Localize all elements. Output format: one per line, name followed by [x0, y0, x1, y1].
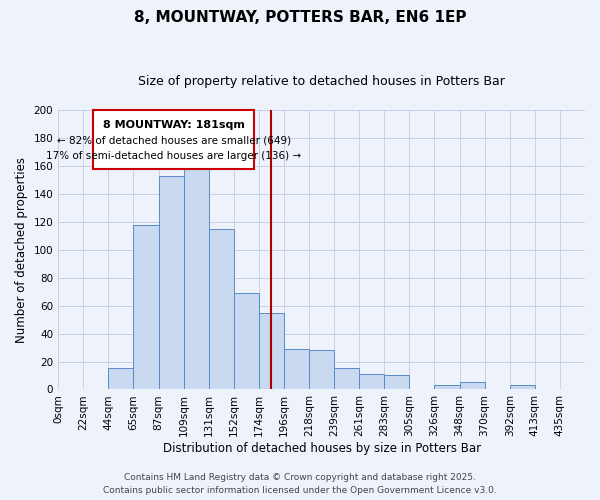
- Bar: [109, 368, 133, 390]
- X-axis label: Distribution of detached houses by size in Potters Bar: Distribution of detached houses by size …: [163, 442, 481, 455]
- Bar: [334, 368, 359, 390]
- Text: 8 MOUNTWAY: 181sqm: 8 MOUNTWAY: 181sqm: [103, 120, 245, 130]
- Text: ← 82% of detached houses are smaller (649): ← 82% of detached houses are smaller (64…: [56, 135, 290, 145]
- Bar: [510, 386, 535, 390]
- Bar: [133, 224, 158, 390]
- Bar: [309, 350, 334, 390]
- Bar: [234, 293, 259, 390]
- Bar: [434, 386, 460, 390]
- Y-axis label: Number of detached properties: Number of detached properties: [15, 156, 28, 342]
- Bar: [385, 376, 409, 390]
- Bar: [158, 176, 184, 390]
- Text: 17% of semi-detached houses are larger (136) →: 17% of semi-detached houses are larger (…: [46, 150, 301, 160]
- Bar: [359, 374, 385, 390]
- Text: 8, MOUNTWAY, POTTERS BAR, EN6 1EP: 8, MOUNTWAY, POTTERS BAR, EN6 1EP: [134, 10, 466, 25]
- Bar: [259, 312, 284, 390]
- Bar: [93, 110, 254, 168]
- Bar: [184, 166, 209, 390]
- Bar: [460, 382, 485, 390]
- Title: Size of property relative to detached houses in Potters Bar: Size of property relative to detached ho…: [138, 75, 505, 88]
- Bar: [209, 229, 234, 390]
- Text: Contains HM Land Registry data © Crown copyright and database right 2025.
Contai: Contains HM Land Registry data © Crown c…: [103, 474, 497, 495]
- Bar: [284, 349, 309, 390]
